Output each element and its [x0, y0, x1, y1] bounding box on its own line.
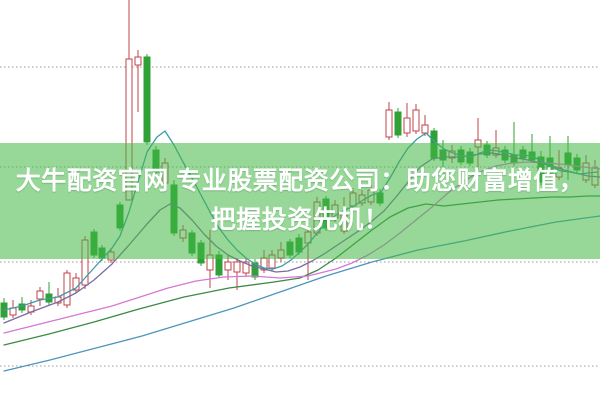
banner-text-line2: 把握投资先机！: [210, 206, 390, 234]
candle-up: [421, 124, 429, 134]
promo-banner-overlay: 大牛配资官网 专业股票配资公司：助您财富增值， 把握投资先机！: [0, 143, 600, 259]
candle-up: [233, 261, 241, 273]
candle-down: [143, 56, 151, 143]
candle-down: [394, 111, 402, 136]
candle-down: [251, 262, 259, 278]
banner-text-line1: 大牛配资官网 专业股票配资公司：助您财富增值，: [15, 167, 585, 195]
candle-up: [242, 261, 250, 274]
candle-up: [63, 272, 71, 306]
candle-up: [403, 117, 411, 134]
candle-up: [224, 261, 232, 271]
candle-up: [134, 56, 142, 66]
candle-up: [412, 109, 420, 132]
candle-up: [385, 109, 393, 138]
candle-up: [36, 290, 44, 300]
